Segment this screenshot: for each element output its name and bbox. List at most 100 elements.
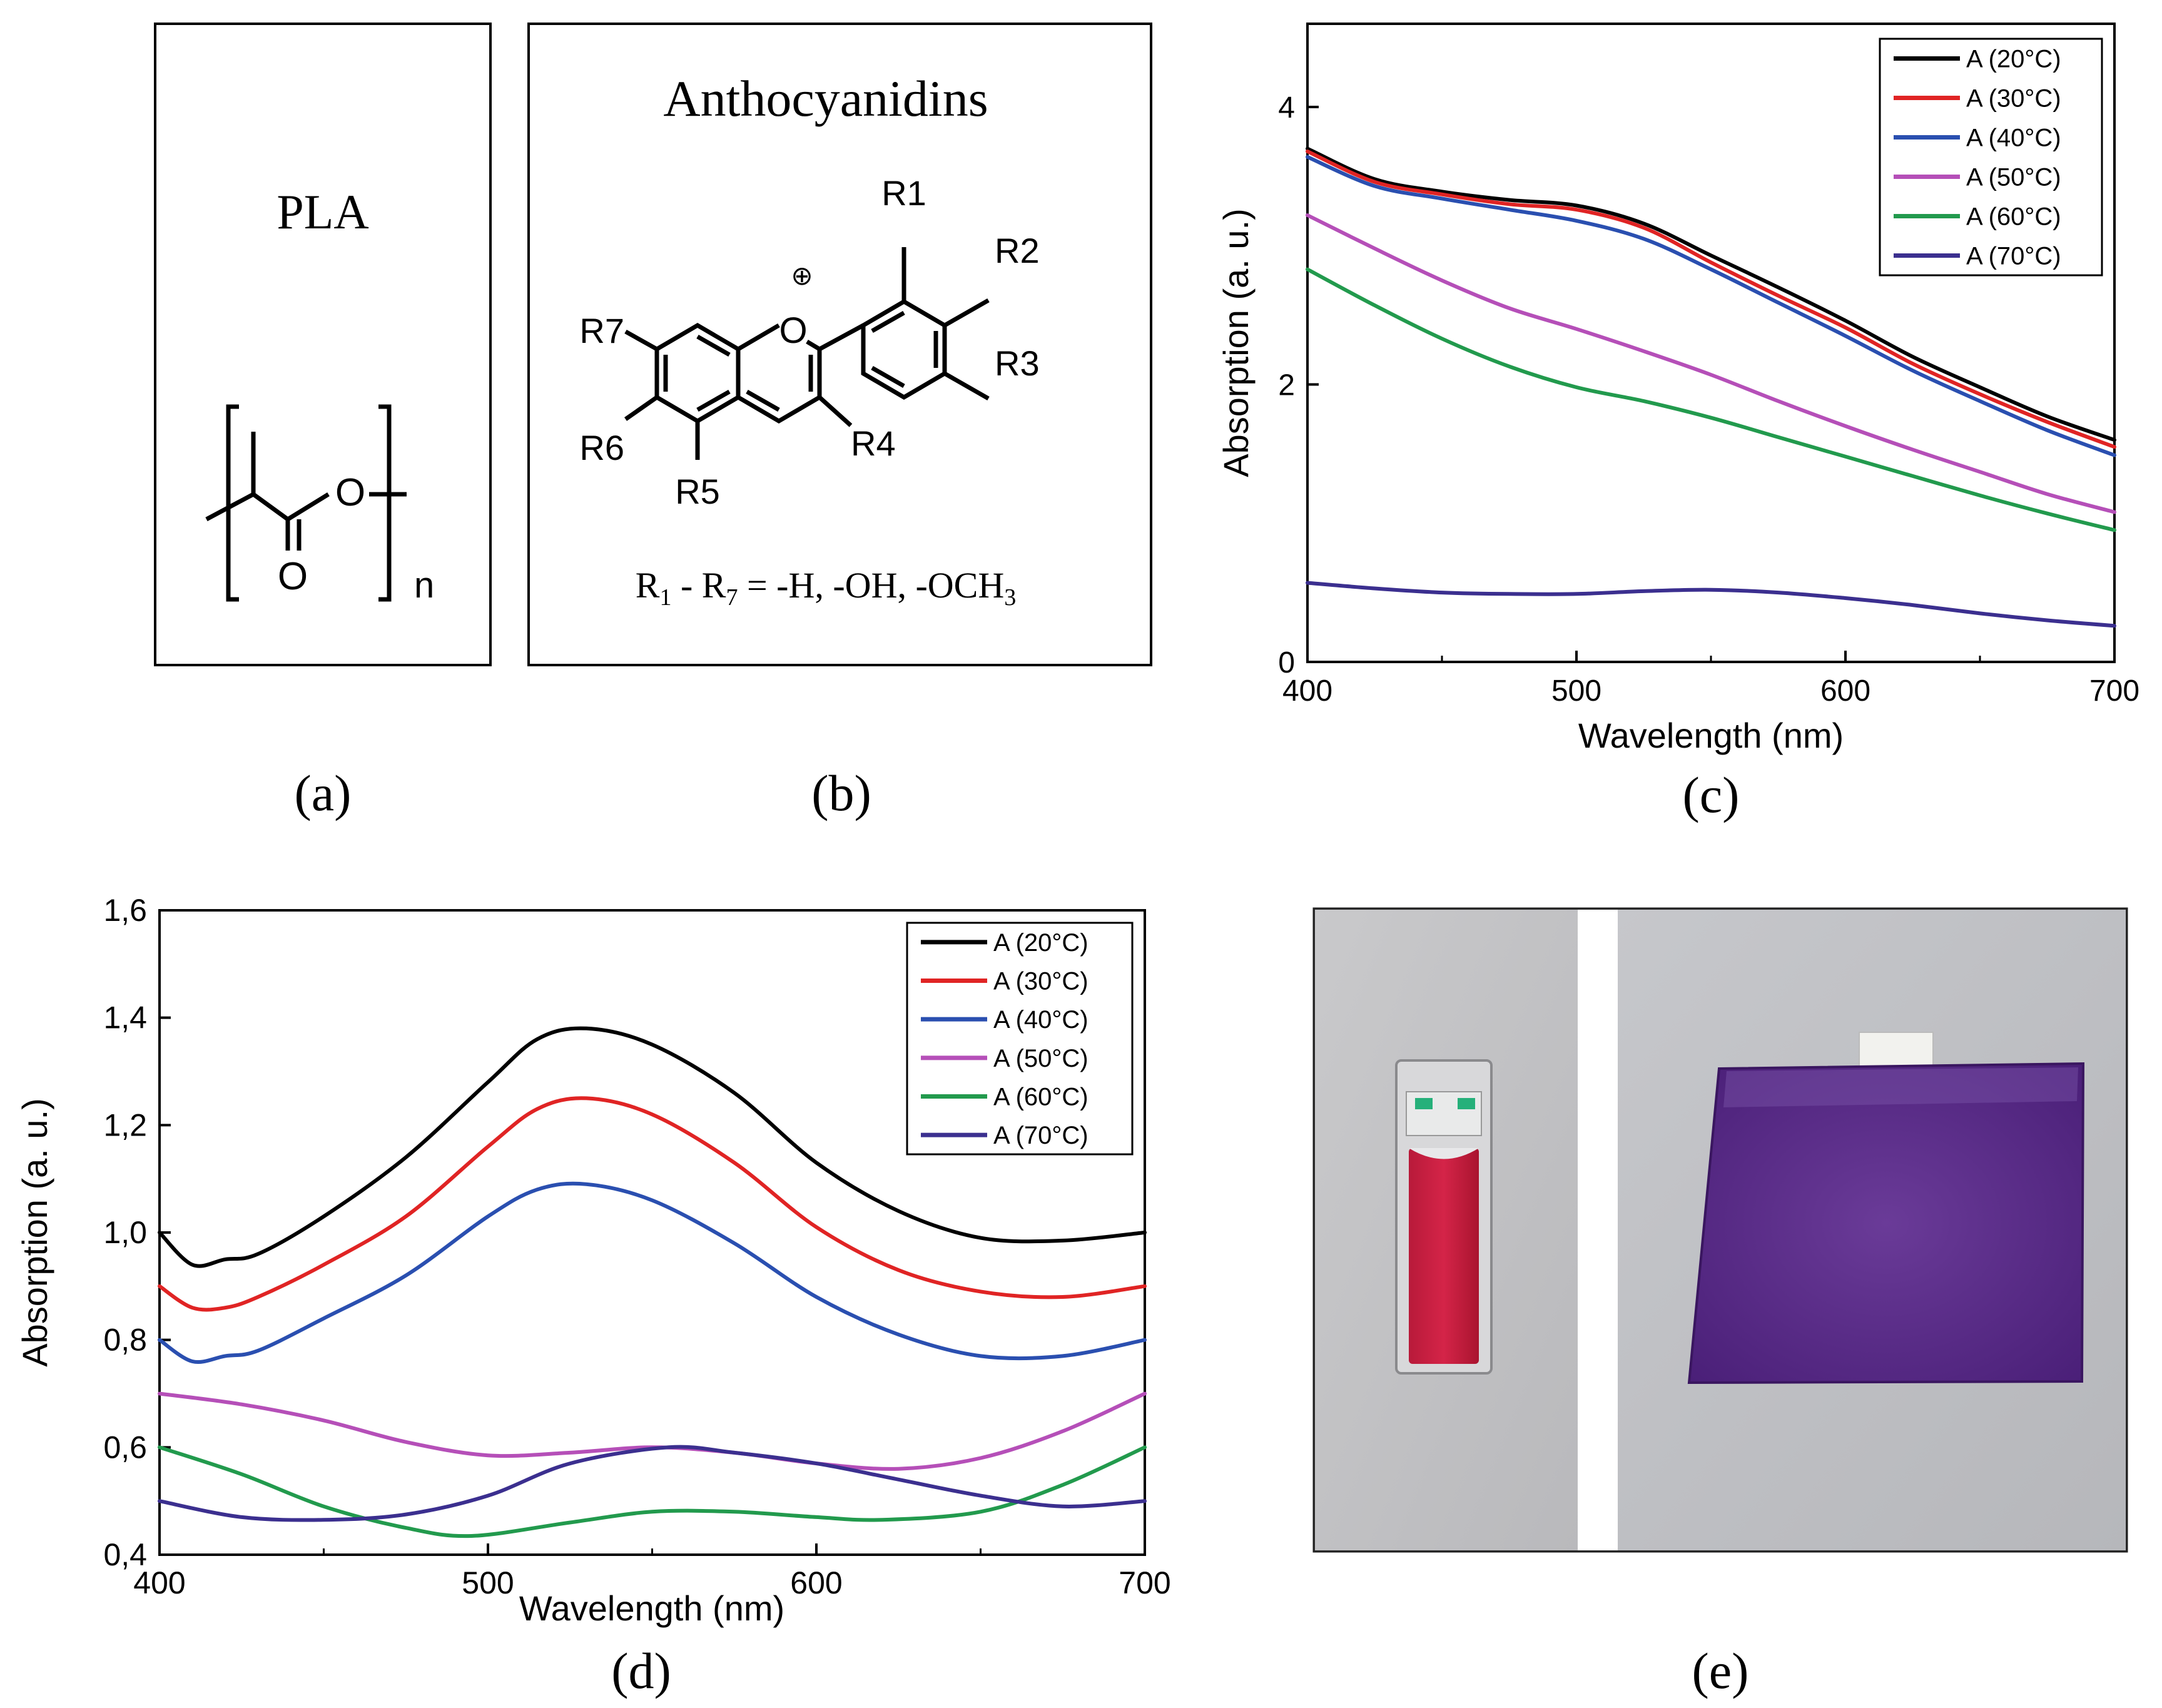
chart-c-series-30c xyxy=(1306,150,2116,449)
ring-a-double-2 xyxy=(696,389,731,412)
chart-d-series-50c xyxy=(158,1391,1147,1471)
chart-c-ytick-label: 0 xyxy=(1278,646,1295,679)
panel-e-caption: (e) xyxy=(1692,1642,1748,1699)
chart-c-legend-label: A (50°C) xyxy=(1966,164,2061,191)
chart-d-legend-label: A (60°C) xyxy=(993,1084,1089,1111)
photo-divider xyxy=(1578,910,1618,1550)
carbonyl-oxygen: O xyxy=(278,555,308,598)
panel-a-caption: (a) xyxy=(294,765,351,821)
film-highlight xyxy=(1723,1067,2078,1107)
chart-d-legend: A (20°C) A (30°C) A (40°C) A (50°C) A (60°C)… xyxy=(906,922,1134,1156)
panel-e: (e) xyxy=(1312,907,2128,1699)
panel-a-title: PLA xyxy=(277,185,368,239)
chart-d-series-20c xyxy=(158,1026,1147,1268)
r6-bond xyxy=(624,395,659,421)
red-solution xyxy=(1409,1148,1479,1364)
chart-d-series-70c xyxy=(158,1445,1147,1522)
chart-c-series-40c xyxy=(1306,155,2116,457)
chart-c-series-50c xyxy=(1306,213,2116,514)
chart-d-legend-label: A (20°C) xyxy=(993,929,1089,957)
chart-c-xtick-label: 400 xyxy=(1282,674,1332,708)
label-r4: R4 xyxy=(851,424,896,463)
chart-c-series-70c xyxy=(1306,581,2116,628)
chart-d-xtick-label: 400 xyxy=(133,1565,185,1600)
chart-d-ytick-label: 1,6 xyxy=(103,893,147,928)
chart-d-xlabel: Wavelength (nm) xyxy=(519,1589,784,1628)
chart-c-legend: A (20°C) A (30°C) A (40°C) A (50°C) A (60°C)… xyxy=(1879,38,2103,277)
positive-charge: ⊕ xyxy=(791,261,813,290)
r2-bond xyxy=(943,298,990,328)
chart-d-legend-label: A (50°C) xyxy=(993,1045,1089,1072)
r4-bond xyxy=(818,395,853,427)
ester-oxygen: O xyxy=(335,471,365,514)
chart-c-legend-label: A (40°C) xyxy=(1966,125,2061,152)
label-r6: R6 xyxy=(579,428,624,467)
ring-c-o1 xyxy=(737,323,780,352)
chart-d-xtick-label: 600 xyxy=(790,1565,842,1600)
r7-bond xyxy=(624,329,658,352)
chart-d-xtick-label: 700 xyxy=(1119,1565,1170,1600)
cap-marker-left xyxy=(1415,1098,1433,1109)
panel-b-title: Anthocyanidins xyxy=(663,70,988,127)
purple-film xyxy=(1687,1062,2085,1385)
chart-c-legend-label: A (30°C) xyxy=(1966,85,2061,113)
repeat-index: n xyxy=(414,565,434,606)
chart-d-ytick-label: 1,0 xyxy=(103,1215,147,1250)
ring-b-double-1 xyxy=(871,310,905,333)
r3-bond xyxy=(943,371,990,401)
chart-d-ylabel: Absorption (a. u.) xyxy=(15,1098,54,1367)
chart-d-series-40c xyxy=(158,1181,1147,1364)
panel-b-frame xyxy=(527,23,1152,666)
panel-a-frame xyxy=(154,23,492,666)
chart-c-legend-box xyxy=(1879,38,2103,277)
label-r3: R3 xyxy=(995,343,1040,383)
panel-d-caption: (d) xyxy=(611,1642,671,1699)
chart-c-legend-label: A (60°C) xyxy=(1966,203,2061,231)
chart-c-xtick-label: 700 xyxy=(2089,674,2139,708)
label-r7: R7 xyxy=(579,311,624,350)
chart-d-series-60c xyxy=(158,1445,1147,1538)
ring-b-double-3 xyxy=(871,365,905,389)
chart-c-xtick-label: 500 xyxy=(1551,674,1601,708)
chart-c-series-20c xyxy=(1306,146,2116,442)
panel-a: PLA O O n (a) xyxy=(154,23,492,821)
chart-c: 400 500 600 700 0 2 4 A (20°C) A (30°C) A (40°C)… xyxy=(1216,23,2139,823)
chart-d-ytick-label: 1,4 xyxy=(103,1000,147,1035)
chart-c-ticks: 400 500 600 700 0 2 4 xyxy=(1278,91,2139,708)
cap-marker-right xyxy=(1458,1098,1475,1109)
panel-b: Anthocyanidins ⊕ xyxy=(527,23,1152,821)
liquid-meniscus xyxy=(1409,1148,1479,1159)
chart-d-ytick-label: 0,6 xyxy=(103,1430,147,1465)
chart-d-series-30c xyxy=(158,1096,1147,1312)
cuvette xyxy=(1395,1059,1493,1375)
chart-d-legend-label: A (70°C) xyxy=(993,1122,1089,1149)
pla-structure xyxy=(205,404,407,602)
chart-c-xlabel: Wavelength (nm) xyxy=(1578,716,1844,755)
chart-d-series-group xyxy=(158,1026,1147,1538)
label-r1: R1 xyxy=(881,173,926,213)
substituent-formula: R1 - R7 = -H, -OH, -OCH3 xyxy=(636,565,1016,611)
ring-bc-bond xyxy=(818,323,865,352)
chart-d: 400 500 600 700 0,4 0,6 0,8 1,0 1,2 1,4 1,6 A (20°… xyxy=(15,893,1171,1699)
chart-c-series-60c xyxy=(1306,267,2116,532)
chart-d-legend-box xyxy=(906,922,1134,1156)
left-bracket xyxy=(226,404,239,602)
chart-d-ticks: 400 500 600 700 0,4 0,6 0,8 1,0 1,2 1,4 1,6 xyxy=(103,893,1170,1600)
label-r2: R2 xyxy=(995,231,1040,270)
chart-d-ytick-label: 0,4 xyxy=(103,1537,147,1572)
anthocyanidin-structure xyxy=(624,247,990,460)
chart-d-legend-label: A (40°C) xyxy=(993,1006,1089,1034)
label-r5: R5 xyxy=(675,472,720,511)
right-bracket xyxy=(378,404,392,602)
panel-c-caption: (c) xyxy=(1682,766,1739,823)
chart-c-legend-label: A (70°C) xyxy=(1966,243,2061,270)
chart-c-ytick-label: 4 xyxy=(1278,91,1295,125)
chart-c-ylabel: Absorption (a. u.) xyxy=(1216,208,1256,477)
panel-b-caption: (b) xyxy=(811,765,871,821)
chart-c-xtick-label: 600 xyxy=(1820,674,1870,708)
ring-c-double-2 xyxy=(746,389,780,412)
chart-d-xtick-label: 500 xyxy=(462,1565,514,1600)
chart-d-legend-label: A (30°C) xyxy=(993,968,1089,995)
chart-c-series-group xyxy=(1306,146,2116,628)
